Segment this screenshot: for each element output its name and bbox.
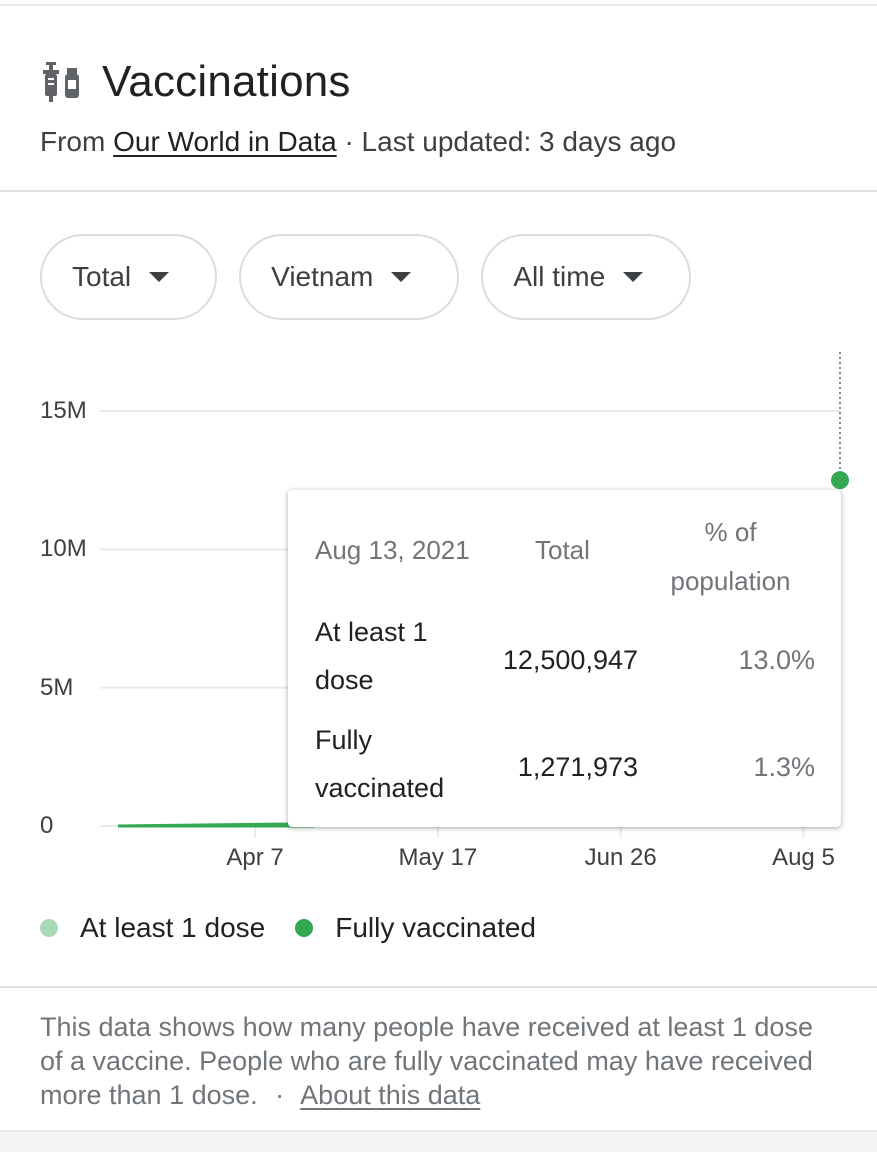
- top-divider: [0, 0, 877, 6]
- syringe-vial-icon: [40, 60, 84, 104]
- legend-label: At least 1 dose: [80, 912, 266, 943]
- location-filter-label: Vietnam: [271, 261, 374, 292]
- source-link[interactable]: Our World in Data: [113, 126, 337, 157]
- source-line: From Our World in Data · Last updated: 3…: [40, 126, 840, 158]
- x-tick-label: May 17: [398, 844, 478, 871]
- metric-filter-label: Total: [72, 261, 132, 292]
- tooltip-row-label: Fully vaccinated: [315, 725, 445, 803]
- last-updated: · Last updated: 3 days ago: [344, 126, 677, 157]
- legend-item-dose1: At least 1 dose: [40, 912, 265, 944]
- dropdown-caret-icon: [623, 272, 644, 282]
- hover-point: [831, 471, 849, 490]
- legend-dot-dose1: [40, 919, 58, 937]
- x-tick-label: Jun 26: [584, 844, 657, 871]
- x-tick-label: Apr 7: [226, 844, 284, 871]
- source-prefix: From: [40, 126, 106, 157]
- y-tick-label: 15M: [40, 397, 87, 424]
- data-note-text: This data shows how many people have rec…: [40, 1012, 813, 1110]
- dropdown-caret-icon: [149, 272, 170, 282]
- chart-tooltip: Aug 13, 2021 Total % of population At le…: [288, 490, 841, 827]
- tooltip-row-pct: 13.0%: [738, 645, 815, 675]
- metric-filter-chip[interactable]: Total: [40, 234, 218, 320]
- time-range-filter-chip[interactable]: All time: [481, 234, 692, 320]
- title-row: Vaccinations: [40, 52, 840, 112]
- header-divider: [0, 190, 877, 192]
- y-tick-label: 10M: [40, 535, 87, 563]
- card-header: Vaccinations From Our World in Data · La…: [40, 52, 840, 158]
- footer-divider: [0, 986, 877, 988]
- tooltip-row-total: 1,271,973: [517, 752, 638, 782]
- y-tick-label: 0: [40, 812, 54, 839]
- page-title: Vaccinations: [102, 57, 351, 106]
- tooltip-row-dose1: At least 1 dose 12,500,947 13.0%: [315, 608, 815, 718]
- filter-chips: Total Vietnam All time: [40, 234, 692, 320]
- time-range-filter-label: All time: [513, 261, 606, 292]
- about-this-data-link[interactable]: About this data: [300, 1080, 481, 1110]
- tooltip-row-label: At least 1 dose: [315, 617, 428, 695]
- data-note: This data shows how many people have rec…: [40, 1010, 840, 1112]
- tooltip-row-full: Fully vaccinated 1,271,973 1.3%: [315, 716, 815, 826]
- bottom-bar: [0, 1130, 877, 1152]
- tooltip-row-pct: 1.3%: [753, 752, 815, 782]
- legend-label: Fully vaccinated: [335, 912, 536, 943]
- legend-dot-full: [295, 919, 314, 937]
- location-filter-chip[interactable]: Vietnam: [239, 234, 460, 320]
- dropdown-caret-icon: [391, 272, 412, 282]
- tooltip-pct-header: % of population: [670, 517, 791, 596]
- legend-item-full: Fully vaccinated: [295, 912, 536, 944]
- chart-legend: At least 1 dose Fully vaccinated: [40, 912, 566, 944]
- tooltip-date: Aug 13, 2021: [315, 535, 470, 565]
- tooltip-total-header: Total: [535, 535, 590, 565]
- y-tick-label: 5M: [40, 673, 74, 701]
- tooltip-row-total: 12,500,947: [502, 645, 638, 675]
- data-note-separator: ·: [275, 1080, 285, 1110]
- x-tick-label: Aug 5: [772, 844, 835, 871]
